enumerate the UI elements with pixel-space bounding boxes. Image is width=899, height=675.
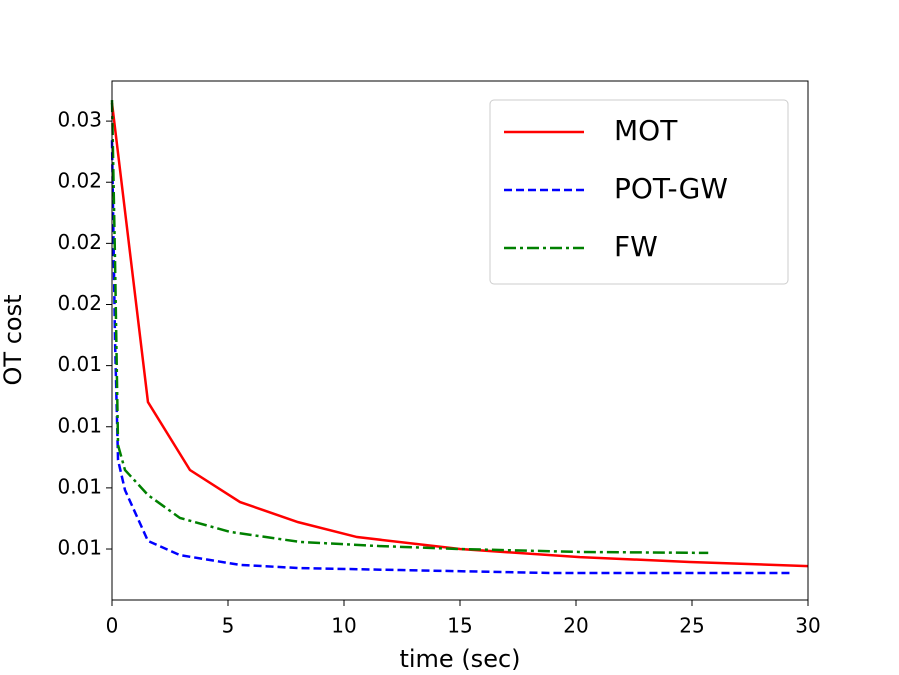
legend-label: POT-GW (614, 172, 728, 205)
series-line (110, 102, 809, 568)
y-tick-label: 0.01 (57, 413, 102, 437)
x-tick-label: 0 (106, 614, 119, 638)
y-tick-label: 0.01 (57, 474, 102, 498)
y-tick-label: 0.01 (57, 352, 102, 376)
legend-label: FW (614, 230, 658, 263)
x-tick-label: 5 (222, 614, 235, 638)
x-tick-label: 20 (563, 614, 588, 638)
series-line (110, 140, 790, 575)
legend-box (489, 99, 789, 285)
x-tick-label: 25 (679, 614, 704, 638)
x-tick-label: 15 (447, 614, 472, 638)
x-tick-label: 10 (331, 614, 356, 638)
y-tick-label: 0.02 (57, 169, 102, 193)
y-tick-label: 0.03 (57, 108, 102, 132)
x-axis-label: time (sec) (399, 645, 520, 673)
legend-label: MOT (614, 114, 678, 147)
y-tick-label: 0.02 (57, 230, 102, 254)
y-axis-label: OT cost (0, 295, 27, 386)
y-tick-label: 0.02 (57, 291, 102, 315)
x-tick-label: 30 (795, 614, 820, 638)
series-line (110, 100, 709, 555)
y-tick-label: 0.01 (57, 536, 102, 560)
